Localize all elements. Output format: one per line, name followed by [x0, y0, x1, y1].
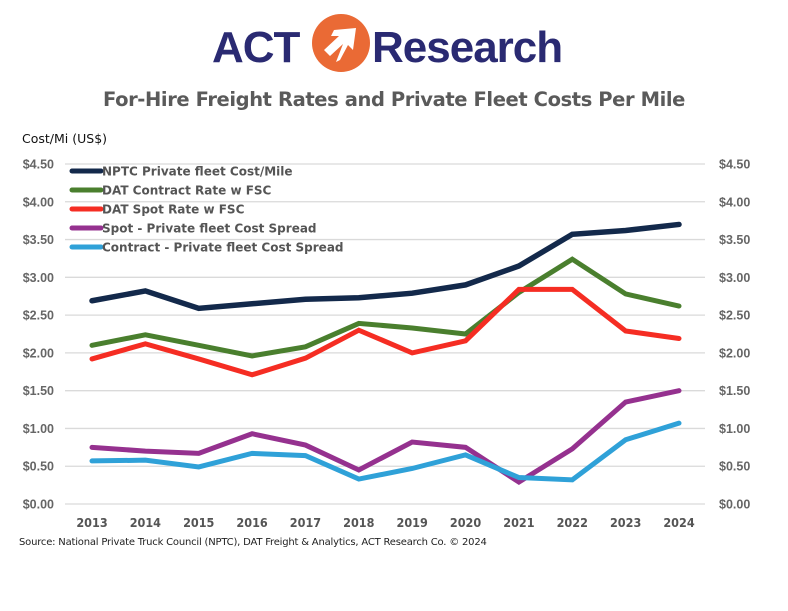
source-note: Source: National Private Truck Council (… [19, 537, 487, 548]
legend-item: Spot - Private fleet Cost Spread [69, 222, 317, 236]
x-tick-label: 2021 [503, 515, 534, 530]
x-tick-label: 2014 [130, 515, 161, 530]
logo-research-text: Research [372, 23, 562, 72]
legend-label: Spot - Private fleet Cost Spread [102, 222, 317, 236]
y-tick-label-right: $2.50 [719, 309, 750, 323]
y-tick-label-left: $0.00 [23, 498, 54, 512]
legend-label: DAT Spot Rate w FSC [102, 203, 245, 217]
x-tick-label: 2022 [557, 515, 588, 530]
gridlines [65, 163, 705, 505]
legend-item: DAT Contract Rate w FSC [69, 184, 272, 198]
legend-label: Contract - Private fleet Cost Spread [102, 241, 344, 255]
series-line-3 [89, 286, 682, 378]
legend-item: DAT Spot Rate w FSC [69, 203, 245, 217]
legend-item: Contract - Private fleet Cost Spread [69, 241, 344, 255]
series-lines [89, 221, 682, 486]
x-tick-label: 2013 [76, 515, 107, 530]
y-tick-label-left: $1.00 [23, 422, 54, 436]
y-tick-label-right: $0.50 [719, 460, 750, 474]
series-line-1 [89, 221, 682, 312]
y-tick-label-left: $1.50 [23, 384, 54, 398]
x-tick-label: 2016 [236, 515, 267, 530]
y-tick-label-left: $4.00 [23, 195, 54, 209]
y-ticks-left: $0.00 $0.50 $1.00 $1.50 $2.00 $2.50 $3.00 $3.50… [23, 158, 54, 512]
y-tick-label-right: $2.00 [719, 346, 750, 360]
x-tick-label: 2017 [290, 515, 321, 530]
y-axis-label: Cost/Mi (US$) [22, 131, 108, 146]
x-tick-label: 2020 [450, 515, 481, 530]
y-tick-label-left: $3.50 [23, 233, 54, 247]
y-tick-label-right: $3.00 [719, 271, 750, 285]
chart-title: For-Hire Freight Rates and Private Fleet… [102, 88, 686, 111]
legend: NPTC Private fleet Cost/Mile DAT Contract… [69, 165, 344, 255]
series-line-4 [89, 388, 682, 486]
x-tick-label: 2024 [663, 515, 694, 530]
y-tick-label-right: $3.50 [719, 233, 750, 247]
y-tick-label-right: $1.00 [719, 422, 750, 436]
x-ticks: 2013 2014 2015 2016 2017 2018 2019 2020 2021 2022… [76, 515, 694, 530]
x-tick-label: 2018 [343, 515, 374, 530]
logo-arrow-icon [312, 14, 370, 72]
series-line-2 [89, 256, 682, 359]
y-ticks-right: $0.00 $0.50 $1.00 $1.50 $2.00 $2.50 $3.00 $3.50… [719, 158, 750, 512]
series-line-5 [89, 420, 682, 483]
y-tick-label-right: $0.00 [719, 498, 750, 512]
y-tick-label-left: $2.00 [23, 346, 54, 360]
legend-label: DAT Contract Rate w FSC [102, 184, 272, 198]
y-tick-label-left: $3.00 [23, 271, 54, 285]
y-tick-label-left: $0.50 [23, 460, 54, 474]
legend-item: NPTC Private fleet Cost/Mile [69, 165, 293, 179]
legend-label: NPTC Private fleet Cost/Mile [102, 165, 293, 179]
logo-act-text: ACT [212, 23, 301, 72]
y-tick-label-right: $4.00 [719, 195, 750, 209]
x-tick-label: 2023 [610, 515, 641, 530]
x-tick-label: 2015 [183, 515, 214, 530]
y-tick-label-left: $2.50 [23, 309, 54, 323]
act-research-logo: ACT Research [212, 14, 563, 72]
y-tick-label-left: $4.50 [23, 158, 54, 172]
y-tick-label-right: $4.50 [719, 158, 750, 172]
x-tick-label: 2019 [397, 515, 428, 530]
y-tick-label-right: $1.50 [719, 384, 750, 398]
